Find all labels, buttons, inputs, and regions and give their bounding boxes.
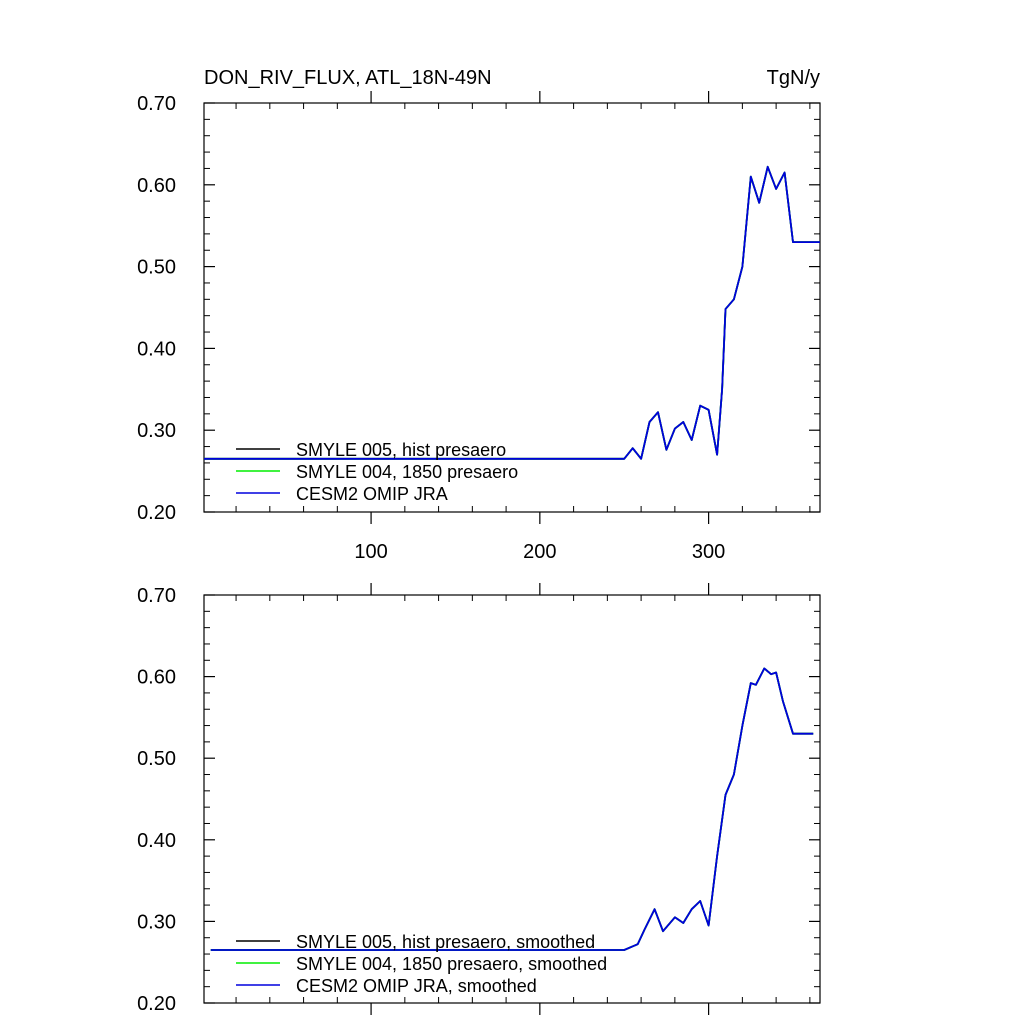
y-tick-label: 0.50 — [137, 257, 176, 279]
x-tick-label: 200 — [523, 541, 556, 563]
y-tick-label: 0.60 — [137, 667, 176, 689]
panel-raw: 0.20 0.30 0.40 0.50 0.60 0.70 100 200 300 SMYLE 0… — [137, 91, 821, 563]
x-tick-label: 100 — [354, 541, 387, 563]
x-tick-label: 300 — [692, 541, 725, 563]
y-tick-label: 0.20 — [137, 502, 176, 524]
series-line-smyle005 — [204, 165, 820, 460]
plot-frame — [203, 102, 821, 513]
plot-frame — [203, 594, 821, 1004]
y-tick-label: 0.60 — [137, 175, 176, 197]
legend-label: CESM2 OMIP JRA — [296, 484, 448, 504]
legend-label: SMYLE 004, 1850 presaero — [296, 462, 518, 482]
legend-label: CESM2 OMIP JRA, smoothed — [296, 976, 537, 996]
y-tick-label: 0.70 — [137, 585, 176, 607]
y-tick-label: 0.30 — [137, 420, 176, 442]
y-tick-label: 0.50 — [137, 748, 176, 770]
series-line-smyle004 — [204, 165, 820, 460]
units-label: TgN/y — [767, 67, 820, 89]
y-tick-label: 0.40 — [137, 830, 176, 852]
legend-label: SMYLE 004, 1850 presaero, smoothed — [296, 954, 607, 974]
series-line-omip — [204, 165, 820, 460]
y-tick-label: 0.30 — [137, 911, 176, 933]
legend-label: SMYLE 005, hist presaero — [296, 440, 506, 460]
series-line-omip — [210, 667, 814, 951]
y-tick-label: 0.40 — [137, 338, 176, 360]
y-tick-label: 0.70 — [137, 93, 176, 115]
panel-smoothed: 0.20 0.30 0.40 0.50 0.60 0.70 SMYLE 005, hist … — [137, 583, 821, 1015]
y-tick-label: 0.20 — [137, 993, 176, 1015]
chart-title: DON_RIV_FLUX, ATL_18N-49N — [204, 67, 492, 89]
legend-label: SMYLE 005, hist presaero, smoothed — [296, 932, 595, 952]
